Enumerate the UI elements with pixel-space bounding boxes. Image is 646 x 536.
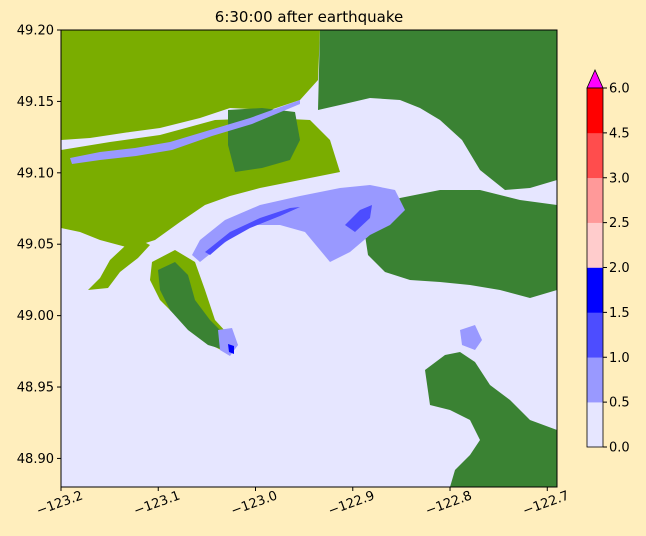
y-tick-label: 49.15 <box>17 95 54 110</box>
flood-semiahmoo <box>460 325 482 350</box>
y-tick-label: 49.10 <box>17 166 54 181</box>
colorbar-band <box>587 267 603 313</box>
y-tick-label: 48.90 <box>17 452 54 467</box>
colorbar-band <box>587 357 603 403</box>
x-tick-label: −123.0 <box>229 488 279 519</box>
colorbar-band <box>587 312 603 358</box>
y-axis: 48.90 48.95 49.00 49.05 49.10 49.15 49.20 <box>17 24 61 467</box>
highland-northeast <box>318 30 557 190</box>
colorbar-extend-triangle <box>586 69 604 89</box>
colorbar-tick-label: 6.0 <box>609 82 630 97</box>
chart-title: 6:30:00 after earthquake <box>215 8 403 26</box>
colorbar-band <box>587 402 603 448</box>
lowland-north <box>61 30 320 140</box>
colorbar-tick-label: 2.5 <box>609 216 630 231</box>
colorbar-tick-label: 0.0 <box>609 441 630 456</box>
x-axis: −123.2 −123.1 −123.0 −122.9 −122.8 −122.7 <box>35 487 571 519</box>
y-tick-label: 49.05 <box>17 238 54 253</box>
colorbar: 0.0 0.5 1.0 1.5 2.0 2.5 3.0 4.5 6.0 <box>586 69 630 456</box>
y-tick-label: 49.20 <box>17 24 54 39</box>
x-tick-label: −123.1 <box>132 488 182 519</box>
colorbar-band <box>587 222 603 268</box>
lowland-spit <box>88 240 150 290</box>
map-area <box>61 30 557 487</box>
flood-boundary-bay <box>192 185 405 262</box>
x-tick-label: −122.9 <box>326 488 376 519</box>
flood-river <box>70 100 300 164</box>
colorbar-tick-label: 0.5 <box>609 396 630 411</box>
y-tick-label: 49.00 <box>17 309 54 324</box>
highland-southeast <box>425 352 557 487</box>
colorbar-band <box>587 132 603 179</box>
flood-point-roberts-deep <box>228 344 234 354</box>
colorbar-tick-label: 3.0 <box>609 171 630 186</box>
colorbar-band <box>587 177 603 223</box>
y-tick-label: 48.95 <box>17 381 54 396</box>
x-tick-label: −122.8 <box>424 488 474 519</box>
x-tick-label: −123.2 <box>35 488 85 519</box>
colorbar-tick-label: 1.0 <box>609 351 630 366</box>
colorbar-band <box>587 88 603 134</box>
plot-frame <box>60 29 558 488</box>
highland-east <box>362 190 557 298</box>
flood-deep <box>205 207 300 255</box>
colorbar-tick-label: 4.5 <box>609 126 630 141</box>
flood-deep-east <box>345 205 372 232</box>
colorbar-tick-label: 2.0 <box>609 261 630 276</box>
x-tick-label: −122.7 <box>521 488 571 519</box>
colorbar-tick-label: 1.5 <box>609 306 630 321</box>
highland-point-roberts <box>158 262 230 350</box>
